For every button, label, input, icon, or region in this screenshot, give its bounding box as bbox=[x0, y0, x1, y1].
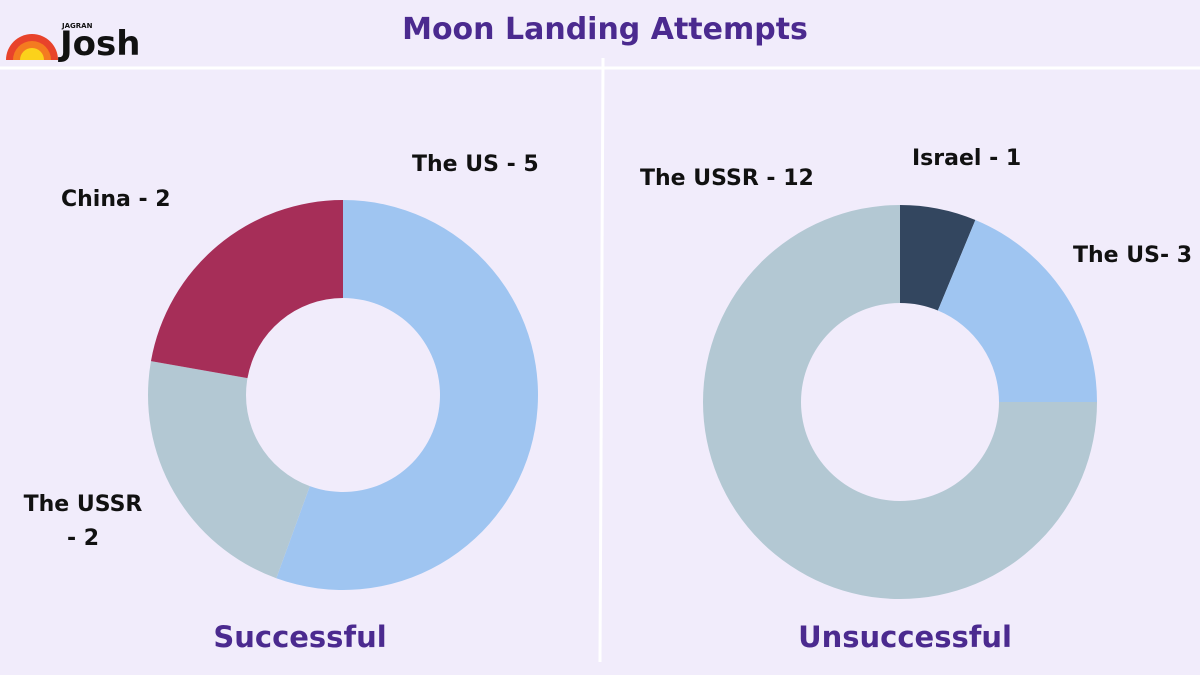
donut-segment bbox=[276, 200, 538, 591]
divider bbox=[598, 57, 605, 663]
data-label: The USSR - 2 bbox=[23, 492, 143, 551]
logo-icon bbox=[6, 34, 58, 60]
data-label: The US- 3 bbox=[1073, 243, 1193, 268]
donut-segment bbox=[900, 205, 976, 311]
logo-small-text: JAGRAN bbox=[62, 22, 93, 30]
donut-segment bbox=[148, 361, 310, 579]
data-label: China - 2 bbox=[61, 187, 171, 212]
donut-segment bbox=[937, 219, 1097, 402]
data-label: The USSR - 12 bbox=[640, 166, 814, 191]
chart-title: Unsuccessful bbox=[798, 620, 1012, 654]
donut-segment bbox=[150, 200, 343, 379]
data-label: The US - 5 bbox=[412, 152, 539, 177]
logo-text: Josh bbox=[60, 24, 141, 64]
page-title: Moon Landing Attempts bbox=[402, 12, 808, 47]
data-label: Israel - 1 bbox=[912, 146, 1022, 171]
chart-title: Successful bbox=[213, 620, 387, 654]
donut-segment bbox=[703, 205, 1097, 599]
